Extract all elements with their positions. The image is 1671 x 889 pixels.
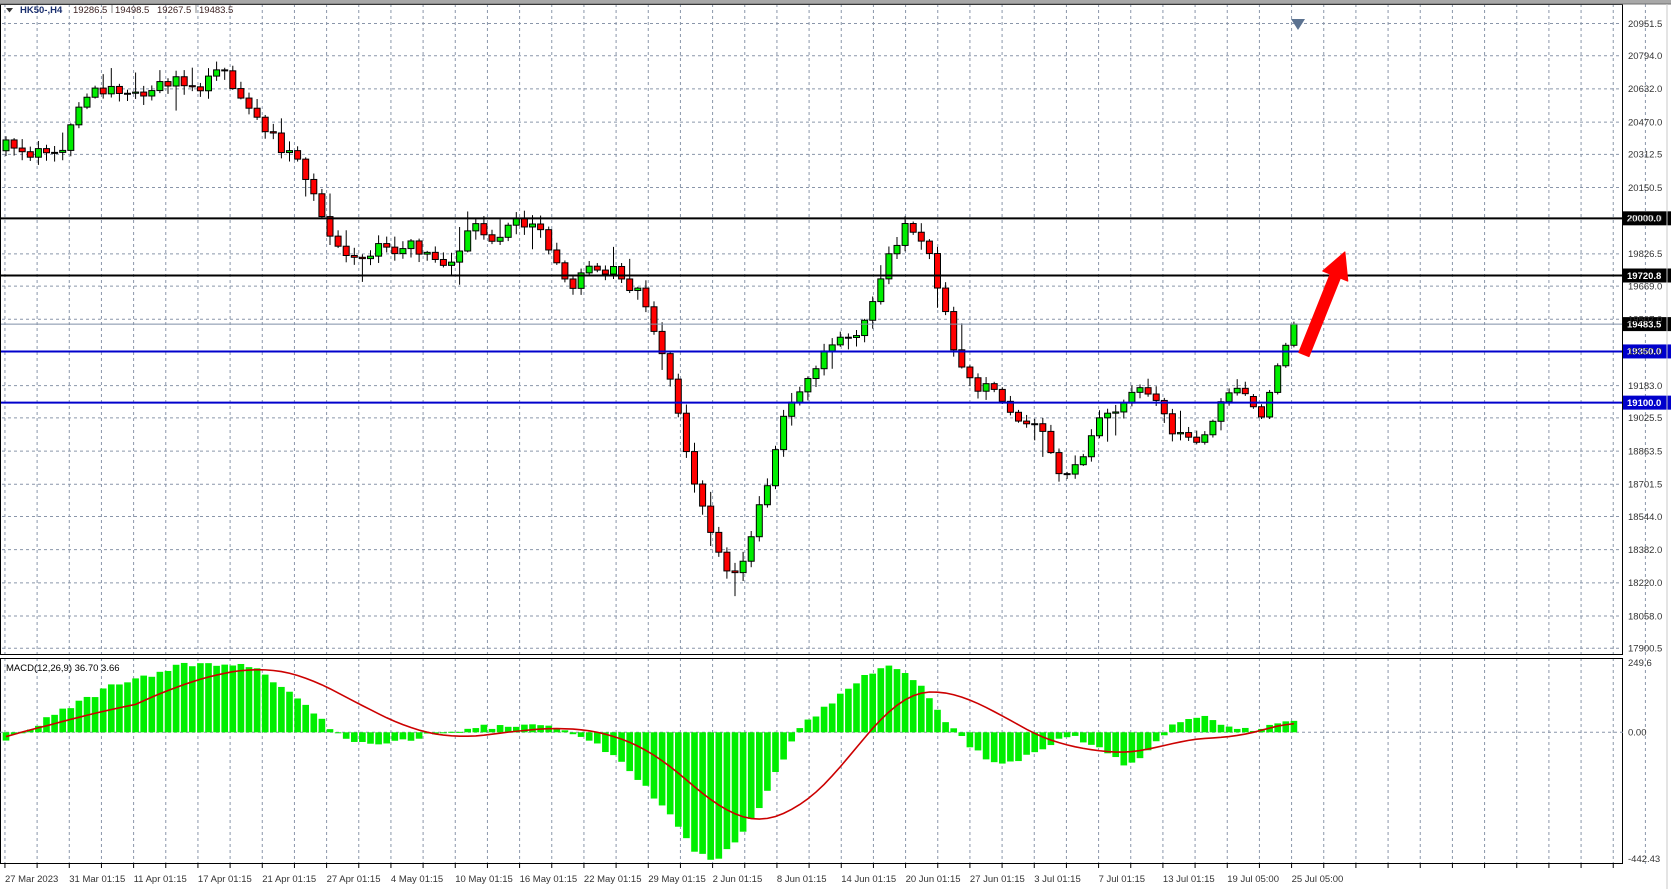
svg-text:25 Jul 05:00: 25 Jul 05:00 [1292, 874, 1344, 885]
svg-text:20632.0: 20632.0 [1628, 84, 1662, 95]
svg-text:22 May 01:15: 22 May 01:15 [584, 874, 642, 885]
svg-text:3 Jul 01:15: 3 Jul 01:15 [1034, 874, 1080, 885]
svg-text:13 Jul 01:15: 13 Jul 01:15 [1163, 874, 1215, 885]
svg-text:19483.5: 19483.5 [199, 5, 233, 16]
svg-text:-442.43: -442.43 [1628, 854, 1660, 865]
svg-text:2 Jun 01:15: 2 Jun 01:15 [713, 874, 763, 885]
svg-text:249.6: 249.6 [1628, 658, 1652, 669]
svg-text:17 Apr 01:15: 17 Apr 01:15 [198, 874, 252, 885]
svg-text:19350.0: 19350.0 [1628, 347, 1662, 358]
svg-text:29 May 01:15: 29 May 01:15 [648, 874, 706, 885]
svg-text:27 Jun 01:15: 27 Jun 01:15 [970, 874, 1025, 885]
svg-text:27 Apr 01:15: 27 Apr 01:15 [327, 874, 381, 885]
svg-text:19025.5: 19025.5 [1628, 413, 1662, 424]
svg-text:18863.5: 18863.5 [1628, 446, 1662, 457]
svg-text:10 May 01:15: 10 May 01:15 [455, 874, 513, 885]
svg-text:21 Apr 01:15: 21 Apr 01:15 [262, 874, 316, 885]
svg-text:19286.5: 19286.5 [73, 5, 107, 16]
svg-text:14 Jun 01:15: 14 Jun 01:15 [841, 874, 896, 885]
svg-text:11 Apr 01:15: 11 Apr 01:15 [134, 874, 187, 885]
svg-text:18544.0: 18544.0 [1628, 512, 1662, 523]
svg-text:16 May 01:15: 16 May 01:15 [520, 874, 578, 885]
svg-text:4 May 01:15: 4 May 01:15 [391, 874, 443, 885]
svg-text:19826.5: 19826.5 [1628, 249, 1662, 260]
svg-text:19 Jul 05:00: 19 Jul 05:00 [1227, 874, 1279, 885]
svg-text:19100.0: 19100.0 [1627, 398, 1661, 409]
svg-text:20312.5: 20312.5 [1628, 150, 1662, 161]
svg-text:20 Jun 01:15: 20 Jun 01:15 [906, 874, 961, 885]
svg-text:19183.0: 19183.0 [1628, 381, 1662, 392]
svg-text:17900.5: 17900.5 [1628, 644, 1662, 655]
svg-text:19669.0: 19669.0 [1628, 281, 1662, 292]
svg-text:19507.0: 19507.0 [1628, 315, 1662, 326]
svg-text:18701.5: 18701.5 [1628, 480, 1662, 491]
svg-text:7 Jul 01:15: 7 Jul 01:15 [1099, 874, 1145, 885]
svg-text:20951.5: 20951.5 [1628, 19, 1662, 30]
svg-text:MACD(12,26,9) 36.70 3.66: MACD(12,26,9) 36.70 3.66 [6, 663, 120, 674]
svg-text:0.00: 0.00 [1628, 728, 1647, 739]
svg-text:20150.5: 20150.5 [1628, 183, 1662, 194]
svg-text:8 Jun 01:15: 8 Jun 01:15 [777, 874, 827, 885]
svg-text:19267.5: 19267.5 [157, 5, 191, 16]
svg-text:27 Mar 2023: 27 Mar 2023 [5, 874, 58, 885]
svg-text:20794.0: 20794.0 [1628, 51, 1662, 62]
svg-text:18058.0: 18058.0 [1628, 611, 1662, 622]
svg-text:18382.0: 18382.0 [1628, 545, 1662, 556]
svg-text:19720.8: 19720.8 [1627, 271, 1661, 282]
svg-text:20470.0: 20470.0 [1628, 117, 1662, 128]
svg-text:HK50-,H4: HK50-,H4 [20, 5, 63, 16]
svg-text:19498.5: 19498.5 [115, 5, 149, 16]
svg-text:31 Mar 01:15: 31 Mar 01:15 [69, 874, 125, 885]
svg-text:20000.0: 20000.0 [1628, 214, 1662, 225]
svg-text:18220.0: 18220.0 [1628, 578, 1662, 589]
